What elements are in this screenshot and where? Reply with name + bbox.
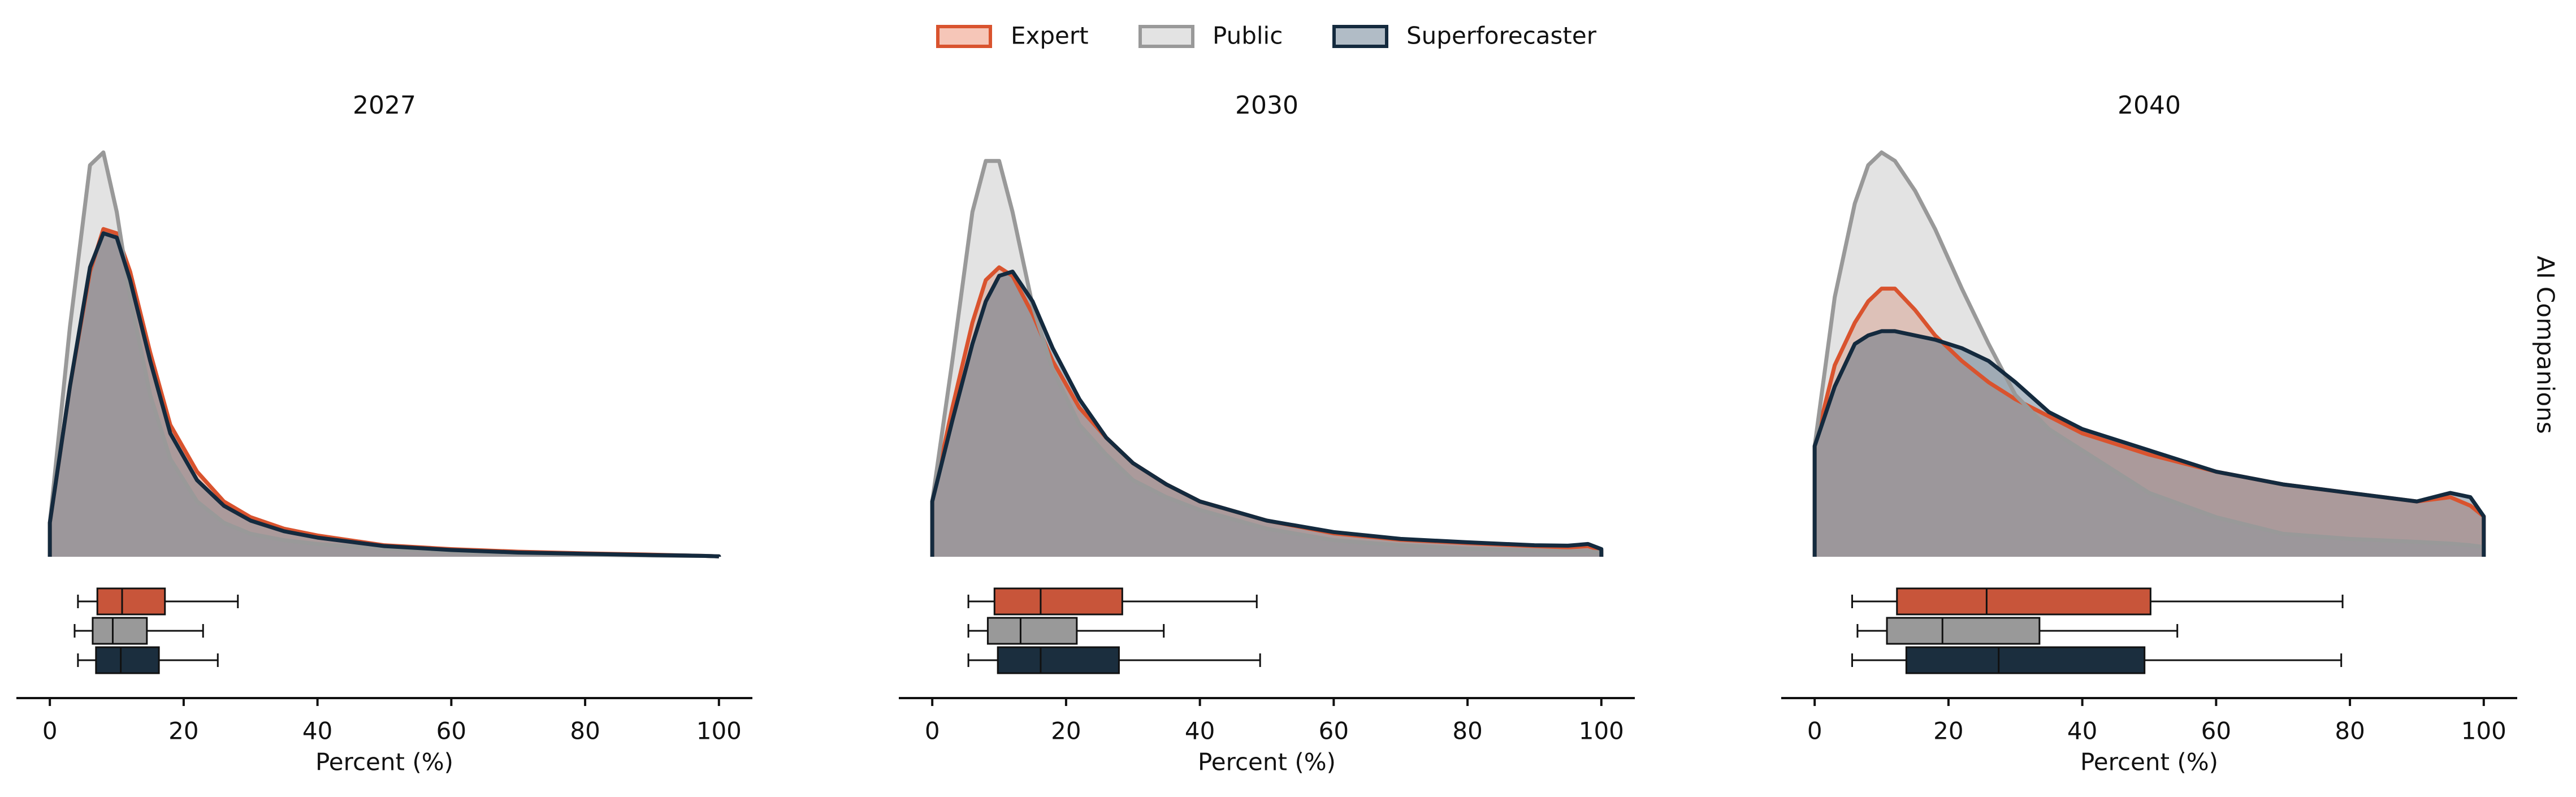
x-tick-label: 20 bbox=[1051, 717, 1081, 745]
legend-label: Expert bbox=[1011, 22, 1089, 50]
x-tick-label: 40 bbox=[302, 717, 332, 745]
panel-title: 2030 bbox=[1235, 91, 1298, 120]
density-area bbox=[1815, 152, 2484, 557]
x-tick-label: 0 bbox=[925, 717, 940, 745]
x-tick-label: 20 bbox=[168, 717, 198, 745]
density-area bbox=[50, 233, 719, 557]
x-tick-label: 60 bbox=[1319, 717, 1349, 745]
box bbox=[95, 646, 160, 674]
x-tick-label: 80 bbox=[1452, 717, 1482, 745]
x-axis-label: Percent (%) bbox=[1198, 748, 1336, 776]
x-tick-label: 80 bbox=[2335, 717, 2365, 745]
density-area bbox=[932, 271, 1601, 557]
box bbox=[1905, 646, 2146, 674]
box bbox=[993, 587, 1123, 616]
x-tick-label: 40 bbox=[2067, 717, 2097, 745]
panel-title: 2027 bbox=[353, 91, 416, 120]
box bbox=[92, 617, 148, 645]
x-axis-label: Percent (%) bbox=[2080, 748, 2218, 776]
density-area bbox=[1815, 331, 2484, 557]
box bbox=[1896, 587, 2151, 616]
box bbox=[997, 646, 1120, 674]
legend-swatch bbox=[936, 25, 992, 48]
x-tick-label: 100 bbox=[1579, 717, 1624, 745]
legend-label: Superforecaster bbox=[1406, 22, 1597, 50]
x-tick-label: 80 bbox=[570, 717, 600, 745]
x-tick-label: 40 bbox=[1185, 717, 1215, 745]
density-line bbox=[930, 269, 1604, 557]
density-area bbox=[50, 229, 719, 557]
x-tick-label: 100 bbox=[2461, 717, 2506, 745]
density-area bbox=[50, 152, 719, 557]
density-line bbox=[47, 231, 721, 558]
density-line bbox=[1812, 150, 2486, 557]
legend-swatch bbox=[1332, 25, 1388, 48]
x-axis-label: Percent (%) bbox=[315, 748, 453, 776]
x-tick-label: 20 bbox=[1933, 717, 1963, 745]
legend-label: Public bbox=[1213, 22, 1283, 50]
facet-label: AI Companions bbox=[2532, 255, 2560, 434]
density-line bbox=[930, 159, 1604, 557]
x-tick-label: 60 bbox=[436, 717, 466, 745]
density-line bbox=[1812, 329, 2486, 557]
legend-swatch bbox=[1138, 25, 1194, 48]
density-area bbox=[932, 267, 1601, 557]
x-tick-label: 60 bbox=[2201, 717, 2231, 745]
box bbox=[1886, 617, 2041, 645]
x-tick-label: 0 bbox=[1807, 717, 1822, 745]
x-tick-label: 100 bbox=[696, 717, 742, 745]
x-tick-label: 0 bbox=[42, 717, 58, 745]
panel-title: 2040 bbox=[2118, 91, 2181, 120]
density-area bbox=[932, 161, 1601, 557]
box bbox=[96, 587, 166, 616]
box bbox=[986, 617, 1078, 645]
